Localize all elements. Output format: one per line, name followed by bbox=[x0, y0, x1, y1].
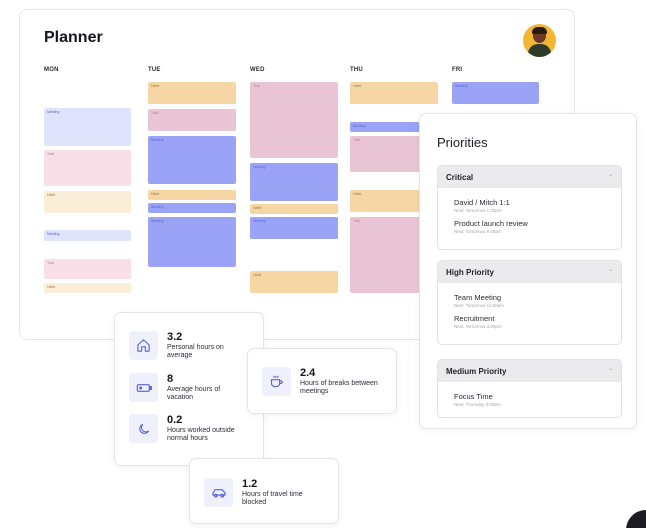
stat-vacation-hours: 8 Average hours of vacation bbox=[129, 373, 237, 402]
travel-card: 1.2 Hours of travel time blocked bbox=[189, 458, 339, 524]
calendar-event-meeting[interactable]: Meeting bbox=[452, 82, 539, 104]
stat-label: Hours of travel time blocked bbox=[242, 491, 303, 507]
priority-group-critical: Critical ⌃ David / Mitch 1:1 Next: Tomor… bbox=[437, 165, 622, 250]
calendar-event-meeting[interactable]: Meeting bbox=[148, 136, 236, 184]
day-header-mon: MON bbox=[44, 67, 59, 73]
calendar-event-task[interactable]: Task bbox=[44, 150, 131, 186]
calendar-event-task[interactable]: Task bbox=[350, 136, 420, 172]
priority-group-medium: Medium Priority ⌃ Focus Time Next: Thurs… bbox=[437, 359, 622, 418]
stat-label: Personal hours on average bbox=[167, 344, 224, 360]
group-title: Critical bbox=[446, 172, 474, 182]
calendar-event-habit[interactable]: Habit bbox=[44, 191, 131, 213]
stat-label: Hours of breaks between meetings bbox=[300, 380, 378, 396]
calendar-event-habit[interactable]: Habit bbox=[44, 283, 131, 293]
coffee-icon bbox=[262, 367, 291, 396]
calendar-event-task[interactable]: Task bbox=[148, 109, 236, 131]
stat-travel-hours: 1.2 Hours of travel time blocked bbox=[204, 478, 324, 507]
calendar-event-habit[interactable]: Habit bbox=[250, 204, 338, 214]
priority-group-high: High Priority ⌃ Team Meeting Next: Tomor… bbox=[437, 260, 622, 345]
chevron-up-icon[interactable]: ⌃ bbox=[607, 174, 613, 181]
calendar-event-task[interactable]: Task bbox=[350, 217, 420, 293]
calendar-event-meeting[interactable]: Meeting bbox=[44, 108, 131, 146]
group-header[interactable]: Critical ⌃ bbox=[438, 166, 621, 188]
priority-item[interactable]: Product launch review Next: Tomorrow 9:0… bbox=[454, 219, 528, 234]
chevron-up-icon[interactable]: ⌃ bbox=[607, 269, 613, 276]
calendar-event-habit[interactable]: Habit bbox=[350, 190, 420, 212]
calendar-event-meeting[interactable]: Meeting bbox=[350, 122, 420, 132]
day-header-wed: WED bbox=[250, 67, 265, 73]
calendar-event-meeting[interactable]: Meeting bbox=[44, 230, 131, 241]
stat-label: Hours worked outside normal hours bbox=[167, 427, 235, 443]
calendar-event-task[interactable]: Task bbox=[44, 259, 131, 279]
home-icon bbox=[129, 331, 158, 360]
day-header-tue: TUE bbox=[148, 67, 161, 73]
priority-item[interactable]: David / Mitch 1:1 Next: Tomorrow 1:00pm bbox=[454, 198, 510, 213]
breaks-card: 2.4 Hours of breaks between meetings bbox=[247, 348, 397, 414]
calendar-event-habit[interactable]: Habit bbox=[148, 190, 236, 200]
day-header-fri: FRI bbox=[452, 67, 463, 73]
calendar-event-habit[interactable]: Habit bbox=[148, 82, 236, 104]
stat-outside-hours: 0.2 Hours worked outside normal hours bbox=[129, 414, 253, 443]
stat-value: 0.2 bbox=[167, 414, 183, 426]
day-header-thu: THU bbox=[350, 67, 363, 73]
calendar-event-meeting[interactable]: Meeting bbox=[148, 203, 236, 213]
stat-value: 1.2 bbox=[242, 478, 258, 490]
stat-value: 2.4 bbox=[300, 367, 316, 379]
calendar-event-habit[interactable]: Habit bbox=[350, 82, 438, 104]
group-title: High Priority bbox=[446, 267, 495, 277]
stat-value: 8 bbox=[167, 373, 174, 385]
battery-icon bbox=[129, 373, 158, 402]
stat-value: 3.2 bbox=[167, 331, 183, 343]
calendar-event-meeting[interactable]: Meeting bbox=[148, 217, 236, 267]
chat-launcher-button[interactable] bbox=[626, 510, 646, 528]
priority-item[interactable]: Recruitment Next: Tomorrow 4:00pm bbox=[454, 314, 502, 329]
calendar-event-task[interactable]: Task bbox=[250, 82, 338, 158]
group-title: Medium Priority bbox=[446, 366, 507, 376]
chevron-up-icon[interactable]: ⌃ bbox=[607, 368, 613, 375]
moon-icon bbox=[129, 414, 158, 443]
calendar-event-meeting[interactable]: Meeting bbox=[250, 163, 338, 201]
priority-item[interactable]: Focus Time Next: Thursday 2:00pm bbox=[454, 392, 501, 407]
stat-label: Average hours of vacation bbox=[167, 386, 221, 402]
avatar[interactable] bbox=[523, 24, 556, 57]
calendar-event-habit[interactable]: Habit bbox=[250, 271, 338, 293]
priorities-title: Priorities bbox=[437, 135, 488, 150]
priorities-panel: Priorities Critical ⌃ David / Mitch 1:1 … bbox=[419, 113, 637, 429]
priority-item[interactable]: Team Meeting Next: Tomorrow 11:00am bbox=[454, 293, 504, 308]
stat-personal-hours: 3.2 Personal hours on average bbox=[129, 331, 241, 360]
calendar-event-meeting[interactable]: Meeting bbox=[250, 217, 338, 239]
stats-card: 3.2 Personal hours on average 8 Average … bbox=[114, 312, 264, 466]
stat-breaks-hours: 2.4 Hours of breaks between meetings bbox=[262, 367, 378, 396]
group-header[interactable]: High Priority ⌃ bbox=[438, 261, 621, 283]
planner-title: Planner bbox=[44, 29, 103, 46]
car-icon bbox=[204, 478, 233, 507]
group-header[interactable]: Medium Priority ⌃ bbox=[438, 360, 621, 382]
